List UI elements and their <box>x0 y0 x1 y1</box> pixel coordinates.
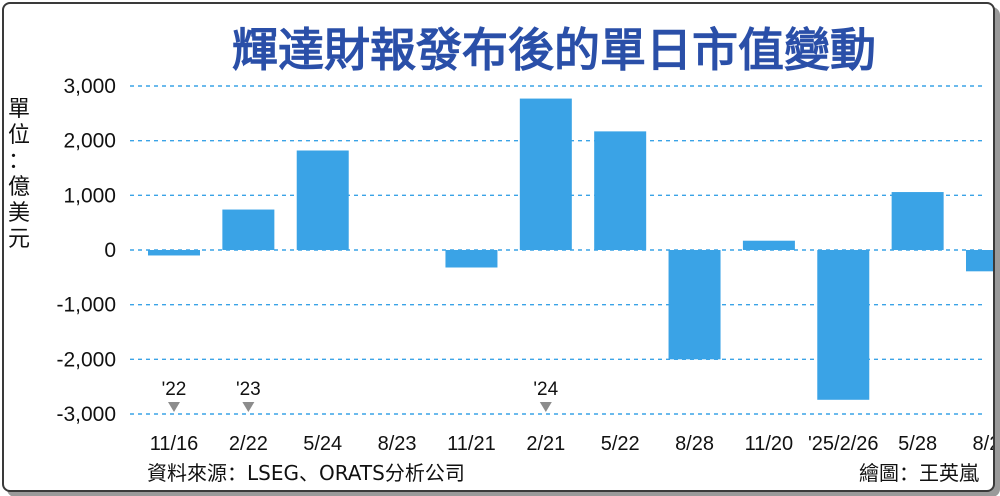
x-tick-label: 2/22 <box>229 433 268 455</box>
y-axis-ticks: 3,000 2,000 1,000 0 -1,000 -2,000 -3,000 <box>56 75 116 426</box>
year-marker-label: '22 <box>162 379 187 400</box>
x-tick-label: 11/21 <box>447 433 496 455</box>
x-tick-label: 8/28 <box>675 433 714 455</box>
y-tick-label: 2,000 <box>63 130 116 153</box>
bar <box>296 150 349 250</box>
x-tick-label: 5/22 <box>601 433 640 455</box>
year-marker-label: '23 <box>236 379 261 400</box>
bar <box>966 250 993 272</box>
x-tick-label: '25/2/26 <box>808 433 879 455</box>
chart-canvas: 輝達財報發布後的單日市值變動 單位：億美元 3,000 2,000 1,000 0 -1… <box>8 23 995 485</box>
x-tick-label: 2/21 <box>526 433 565 455</box>
y-tick-label: -2,000 <box>56 348 116 371</box>
x-axis-ticks: 11/16 2/22 5/24 8/23 11/21 2/21 5/22 8/28 11/20 '… <box>150 433 995 455</box>
year-marker-label: '24 <box>533 379 558 400</box>
year-marker-triangle-icon <box>242 402 255 412</box>
y-tick-label: 0 <box>104 239 116 262</box>
year-marker-triangle-icon <box>539 402 552 412</box>
x-tick-label: 11/20 <box>745 433 794 455</box>
bar <box>222 209 275 250</box>
year-marker-triangle-icon <box>168 402 180 412</box>
y-tick-label: 1,000 <box>63 184 116 207</box>
y-tick-label: 3,000 <box>63 75 116 98</box>
y-axis-unit-label: 單位：億美元 <box>8 97 30 252</box>
y-tick-label: -3,000 <box>56 403 116 426</box>
y-tick-label: -1,000 <box>56 294 116 317</box>
x-tick-label: 5/24 <box>303 433 342 455</box>
bars <box>148 98 993 400</box>
bar <box>445 250 498 268</box>
bar <box>519 98 572 250</box>
x-tick-label: 8/23 <box>378 433 417 455</box>
chart-title: 輝達財報發布後的單日市值變動 <box>232 23 876 77</box>
bar <box>742 240 795 250</box>
x-tick-label: 5/28 <box>898 433 937 455</box>
bar <box>891 192 944 250</box>
x-tick-label: 8/27 <box>973 433 995 455</box>
credit-note: 繪圖：王英嵐 <box>859 461 979 485</box>
bar <box>668 250 721 360</box>
bar <box>148 250 200 256</box>
source-note: 資料來源：LSEG、ORATS分析公司 <box>147 461 465 485</box>
year-markers: '22 '23 '24 <box>162 379 559 412</box>
bar <box>594 131 647 250</box>
bar <box>817 250 870 400</box>
x-tick-label: 11/16 <box>150 433 199 455</box>
